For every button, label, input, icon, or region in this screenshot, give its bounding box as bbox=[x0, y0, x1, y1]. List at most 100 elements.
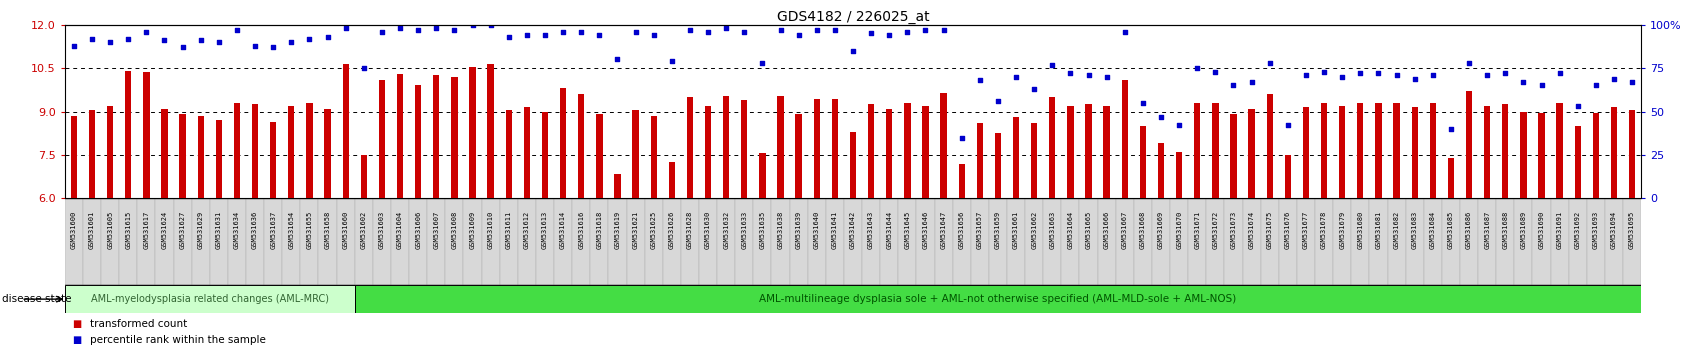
Title: GDS4182 / 226025_at: GDS4182 / 226025_at bbox=[776, 10, 929, 24]
Bar bbox=[899, 198, 916, 285]
Text: GSM531677: GSM531677 bbox=[1303, 211, 1308, 250]
Text: GSM531618: GSM531618 bbox=[597, 211, 602, 250]
Bar bbox=[771, 198, 789, 285]
Point bbox=[1093, 74, 1120, 80]
Bar bbox=[288, 106, 295, 198]
Point bbox=[1129, 100, 1156, 105]
Point bbox=[314, 34, 341, 40]
Bar bbox=[215, 120, 222, 198]
Bar bbox=[662, 198, 680, 285]
Bar bbox=[1477, 198, 1495, 285]
Bar bbox=[65, 285, 355, 313]
Text: GSM531665: GSM531665 bbox=[1084, 211, 1091, 250]
Bar bbox=[740, 100, 747, 198]
Bar bbox=[578, 94, 585, 198]
Bar bbox=[1410, 107, 1417, 198]
Text: GSM531663: GSM531663 bbox=[1049, 211, 1055, 250]
Bar bbox=[281, 198, 300, 285]
Bar bbox=[723, 96, 730, 198]
Bar bbox=[307, 103, 312, 198]
Bar bbox=[626, 198, 644, 285]
Bar bbox=[409, 198, 426, 285]
Text: GSM531686: GSM531686 bbox=[1465, 211, 1471, 250]
Text: GSM531672: GSM531672 bbox=[1212, 211, 1217, 250]
Bar bbox=[1538, 113, 1543, 198]
Text: percentile rank within the sample: percentile rank within the sample bbox=[90, 335, 266, 345]
Text: GSM531608: GSM531608 bbox=[452, 211, 457, 250]
Bar bbox=[1049, 97, 1055, 198]
Text: GSM531636: GSM531636 bbox=[252, 211, 257, 250]
Bar bbox=[1338, 106, 1345, 198]
Point bbox=[477, 22, 505, 28]
Text: GSM531693: GSM531693 bbox=[1592, 211, 1598, 250]
Bar bbox=[1248, 109, 1255, 198]
Text: GSM531684: GSM531684 bbox=[1429, 211, 1436, 250]
Point bbox=[713, 25, 740, 31]
Point bbox=[549, 29, 576, 35]
Bar bbox=[1569, 198, 1586, 285]
Bar bbox=[1604, 198, 1621, 285]
Bar bbox=[1592, 113, 1598, 198]
Text: GSM531670: GSM531670 bbox=[1175, 211, 1182, 250]
Bar bbox=[904, 103, 910, 198]
Bar bbox=[1483, 106, 1490, 198]
Text: GSM531654: GSM531654 bbox=[288, 211, 295, 250]
Bar bbox=[343, 64, 348, 198]
Point bbox=[858, 31, 885, 36]
Text: GSM531687: GSM531687 bbox=[1483, 211, 1488, 250]
Text: AML-myelodysplasia related changes (AML-MRC): AML-myelodysplasia related changes (AML-… bbox=[90, 294, 329, 304]
Bar bbox=[1550, 198, 1569, 285]
Bar bbox=[89, 110, 95, 198]
Bar bbox=[754, 198, 771, 285]
Bar bbox=[970, 198, 989, 285]
Text: GSM531689: GSM531689 bbox=[1519, 211, 1526, 250]
Text: GSM531658: GSM531658 bbox=[324, 211, 331, 250]
Bar bbox=[1229, 114, 1236, 198]
Text: GSM531683: GSM531683 bbox=[1410, 211, 1417, 250]
Point bbox=[1400, 76, 1427, 81]
Text: GSM531613: GSM531613 bbox=[542, 211, 547, 250]
Point bbox=[150, 38, 177, 43]
Text: GSM531681: GSM531681 bbox=[1374, 211, 1381, 250]
Point bbox=[1454, 60, 1482, 66]
Text: GSM531667: GSM531667 bbox=[1122, 211, 1127, 250]
Text: GSM531674: GSM531674 bbox=[1248, 211, 1253, 250]
Text: GSM531660: GSM531660 bbox=[343, 211, 348, 250]
Text: GSM531605: GSM531605 bbox=[107, 211, 113, 250]
Text: GSM531626: GSM531626 bbox=[668, 211, 675, 250]
Bar bbox=[469, 67, 476, 198]
Bar bbox=[1424, 198, 1441, 285]
Point bbox=[784, 32, 812, 38]
Bar bbox=[1459, 198, 1477, 285]
Bar bbox=[806, 198, 825, 285]
Point bbox=[259, 45, 286, 50]
Bar bbox=[162, 109, 167, 198]
Point bbox=[1563, 103, 1591, 109]
Bar bbox=[704, 106, 711, 198]
Text: GSM531632: GSM531632 bbox=[723, 211, 728, 250]
Bar bbox=[1386, 198, 1405, 285]
Bar bbox=[958, 164, 965, 198]
Bar bbox=[269, 122, 276, 198]
Point bbox=[1419, 72, 1446, 78]
Text: GSM531619: GSM531619 bbox=[614, 211, 621, 250]
Point bbox=[1200, 69, 1228, 74]
Bar bbox=[1393, 103, 1398, 198]
Bar bbox=[481, 198, 500, 285]
Bar bbox=[849, 132, 856, 198]
Point bbox=[639, 32, 667, 38]
Bar bbox=[1151, 198, 1170, 285]
Bar bbox=[319, 198, 336, 285]
Bar bbox=[1279, 198, 1296, 285]
Bar bbox=[390, 198, 409, 285]
Point bbox=[585, 32, 612, 38]
Point bbox=[423, 25, 450, 31]
Bar bbox=[264, 198, 281, 285]
Text: GSM531642: GSM531642 bbox=[849, 211, 856, 250]
Bar bbox=[234, 103, 240, 198]
Bar bbox=[813, 98, 820, 198]
Bar bbox=[1061, 198, 1079, 285]
Bar bbox=[1241, 198, 1260, 285]
Bar bbox=[1194, 103, 1200, 198]
Point bbox=[1473, 72, 1500, 78]
